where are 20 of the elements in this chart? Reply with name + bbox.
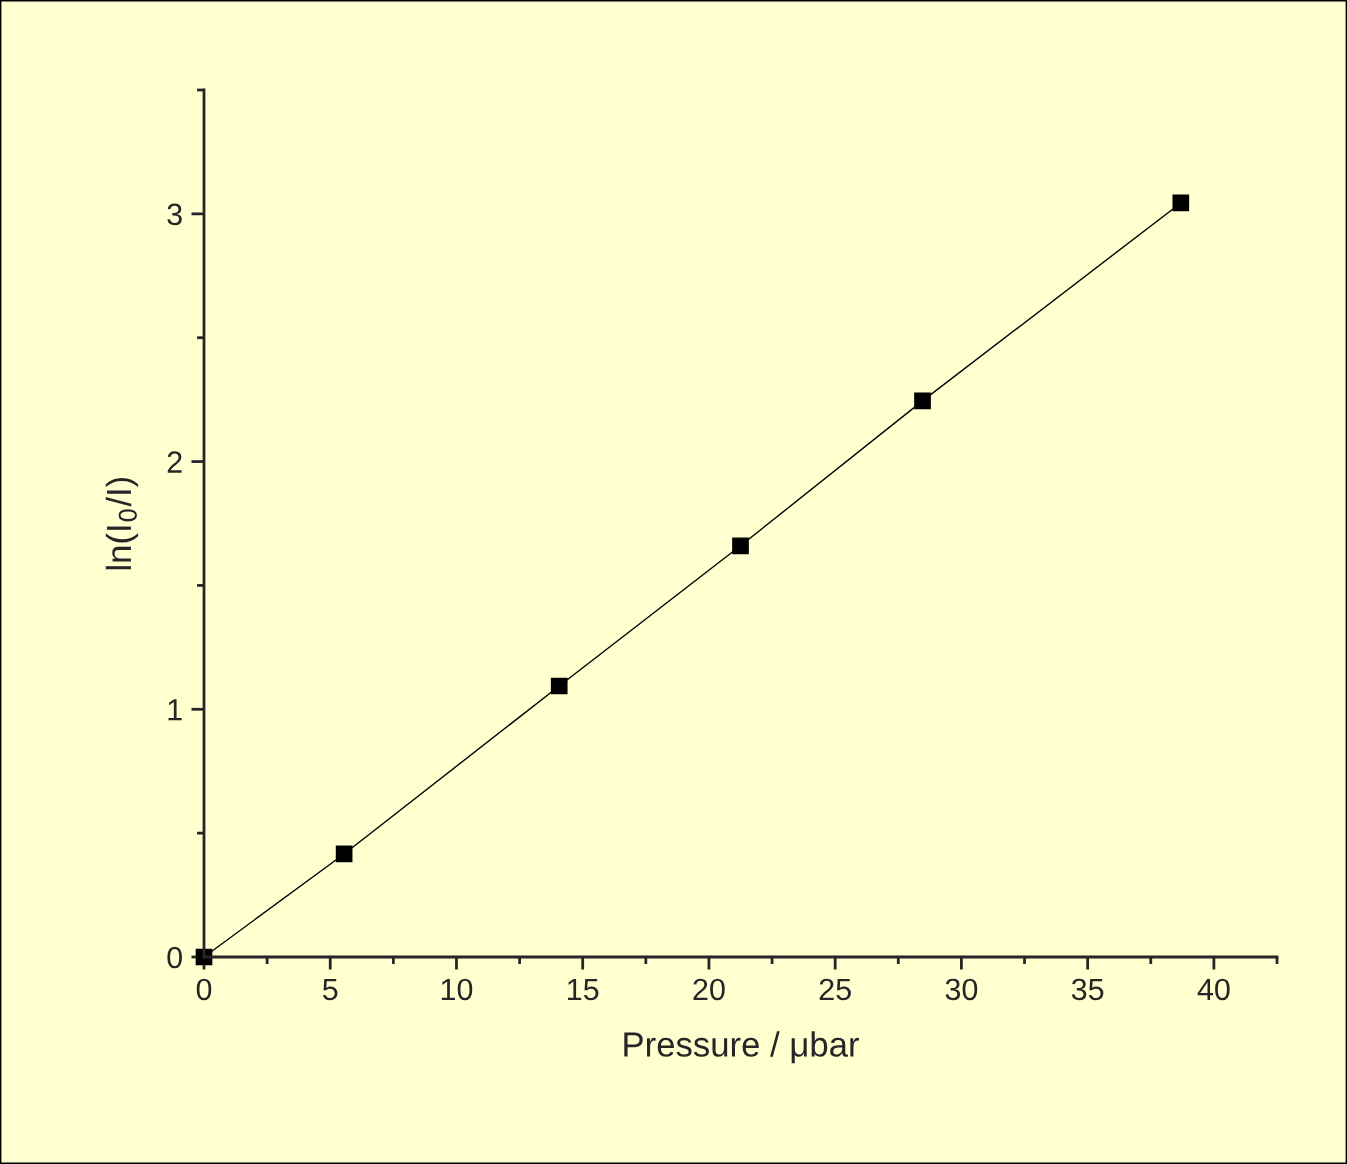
y-tick-label: 0 xyxy=(167,946,182,969)
y-axis-title: ln(I$_{0}$/I) xyxy=(105,477,139,570)
x-tick-label: 35 xyxy=(1071,978,1104,1001)
x-tick-label: 0 xyxy=(196,978,212,1001)
y-tick-label: 2 xyxy=(167,451,182,473)
x-tick-label: 25 xyxy=(819,978,851,1001)
y-tick-label: 3 xyxy=(167,203,182,226)
x-tick-label: 30 xyxy=(945,978,978,1001)
x-tick-label: 40 xyxy=(1197,978,1230,1001)
point xyxy=(1172,194,1190,212)
point xyxy=(335,845,353,863)
y-tick-label: 1 xyxy=(168,699,182,721)
point xyxy=(914,392,931,410)
x-tick-label: 5 xyxy=(322,978,338,1001)
x-tick-label: 20 xyxy=(693,978,725,1001)
x-axis-title: Pressure / μbar xyxy=(624,1031,859,1064)
point xyxy=(550,677,568,695)
x-tick-label: 10 xyxy=(441,978,473,1001)
point xyxy=(732,537,749,555)
x-tick-label: 15 xyxy=(568,978,599,1001)
